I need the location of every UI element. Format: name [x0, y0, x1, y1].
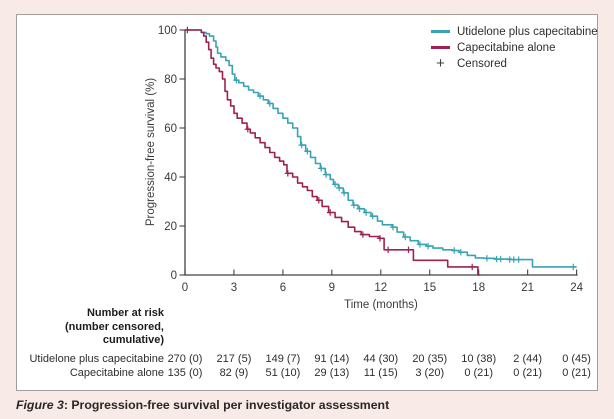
risk-cell: 10 (38): [461, 353, 497, 365]
y-tick-label: 80: [164, 74, 177, 86]
figure-caption-title: Progression-free survival per investigat…: [71, 398, 390, 412]
x-tick-label: 3: [231, 282, 237, 294]
legend: Utidelone plus capecitabine Capecitabine…: [431, 25, 598, 73]
figure-caption-label: Figure 3: [16, 398, 64, 412]
censored-plus-icon: +: [436, 55, 445, 72]
legend-item-utidelone: Utidelone plus capecitabine: [431, 25, 598, 38]
figure-caption: Figure 3: Progression-free survival per …: [16, 398, 389, 412]
censor-marks-utidelone: [233, 77, 577, 271]
legend-label: Utidelone plus capecitabine: [457, 25, 598, 38]
x-axis-title: Time (months): [344, 299, 418, 311]
figure-panel: [16, 14, 598, 391]
risk-cell: 149 (7): [265, 353, 301, 365]
risk-cell: 11 (15): [363, 367, 398, 379]
risk-cell: 20 (35): [412, 353, 448, 365]
x-tick-label: 9: [329, 282, 335, 294]
y-tick-label: 40: [164, 172, 177, 184]
risk-cell: 0 (45): [562, 353, 591, 365]
risk-cell: 29 (13): [314, 367, 350, 379]
y-tick-label: 100: [158, 25, 177, 37]
legend-line-swatch-capecitabine: [431, 46, 450, 49]
y-tick-label: 20: [164, 221, 177, 233]
survival-curve-capecitabine: [185, 29, 481, 276]
risk-cell: 0 (21): [464, 367, 494, 379]
risk-cell: 82 (9): [219, 367, 249, 379]
x-tick-label: 21: [521, 282, 534, 294]
risk-cell: 135 (0): [167, 367, 203, 379]
risk-row-label: Utidelone plus capecitabine: [29, 353, 164, 365]
x-tick-label: 6: [280, 282, 286, 294]
risk-header-line: Number at risk: [86, 307, 164, 319]
legend-line-swatch-utidelone: [431, 30, 450, 33]
censor-marks-capecitabine: [184, 26, 476, 271]
risk-cell: 0 (21): [513, 367, 543, 379]
y-tick-label: 60: [164, 123, 177, 135]
risk-header-line: cumulative): [102, 334, 164, 346]
legend-label: Capecitabine alone: [457, 41, 556, 54]
legend-item-censored: + Censored: [431, 55, 598, 72]
risk-table-header: Number at risk (number censored, cumulat…: [0, 307, 164, 348]
risk-header-line: (number censored,: [64, 320, 164, 333]
legend-item-capecitabine: Capecitabine alone: [431, 41, 598, 54]
risk-cell: 0 (21): [562, 367, 591, 379]
figure-caption-separator: :: [63, 398, 72, 412]
x-tick-label: 12: [374, 282, 387, 294]
risk-cell: 2 (44): [513, 353, 543, 365]
x-tick-label: 0: [182, 282, 188, 294]
risk-cell: 44 (30): [363, 353, 399, 365]
x-tick-label: 24: [570, 282, 583, 294]
risk-cell: 217 (5): [216, 353, 252, 365]
risk-cell: 91 (14): [314, 353, 350, 365]
risk-table-row-utidelone: Utidelone plus capecitabine 270 (0) 217 (…: [0, 353, 614, 366]
risk-cell: 3 (20): [415, 367, 445, 379]
y-axis-title: Progression-free survival (%): [145, 77, 157, 227]
x-tick-label: 15: [423, 282, 436, 294]
survival-curve-utidelone: [185, 29, 577, 268]
legend-label: Censored: [457, 57, 507, 70]
y-tick-label: 0: [171, 270, 177, 282]
risk-row-label: Capecitabine alone: [69, 367, 164, 379]
risk-table-row-capecitabine: Capecitabine alone 135 (0) 82 (9) 51 (10) 2…: [0, 367, 614, 380]
risk-cell: 270 (0): [167, 353, 203, 365]
x-tick-label: 18: [472, 282, 485, 294]
risk-cell: 51 (10): [265, 367, 301, 379]
